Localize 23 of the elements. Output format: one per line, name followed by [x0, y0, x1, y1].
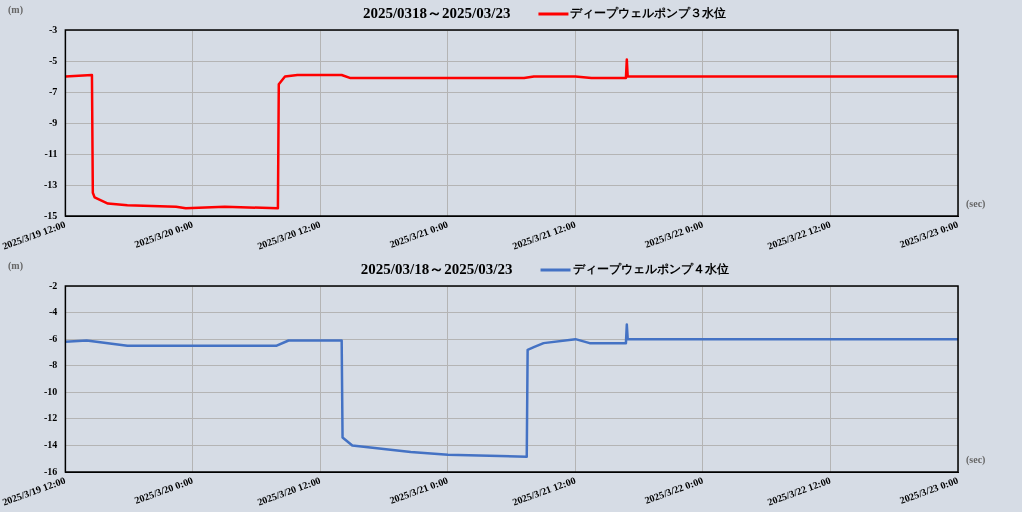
y-tick-label: -16 — [44, 465, 58, 477]
y-tick-label: -11 — [44, 147, 58, 159]
y-tick-label: -13 — [44, 178, 58, 190]
y-tick-label: -2 — [49, 279, 58, 291]
y-tick-label: -15 — [44, 209, 58, 221]
x-axis-title: (sec) — [966, 453, 986, 466]
y-tick-label: -9 — [49, 116, 58, 128]
y-tick-label: -8 — [49, 359, 58, 371]
chart-title: 2025/03/18～2025/03/23 — [360, 260, 513, 277]
y-tick-label: -6 — [49, 332, 58, 344]
y-tick-label: -4 — [49, 306, 58, 318]
y-tick-label: -10 — [44, 385, 58, 397]
y-axis-title: (m) — [8, 3, 23, 16]
y-axis-title: (m) — [8, 259, 23, 272]
y-tick-label: -5 — [49, 54, 58, 66]
chart-title: 2025/0318～2025/03/23 — [362, 4, 511, 21]
y-tick-label: -12 — [44, 412, 58, 424]
legend-label: ディープウェルポンプ４水位 — [572, 262, 729, 277]
y-tick-label: -14 — [44, 439, 58, 451]
y-tick-label: -3 — [49, 23, 58, 35]
x-axis-title: (sec) — [966, 197, 986, 210]
y-tick-label: -7 — [49, 85, 58, 97]
legend-label: ディープウェルポンプ３水位 — [570, 6, 727, 21]
